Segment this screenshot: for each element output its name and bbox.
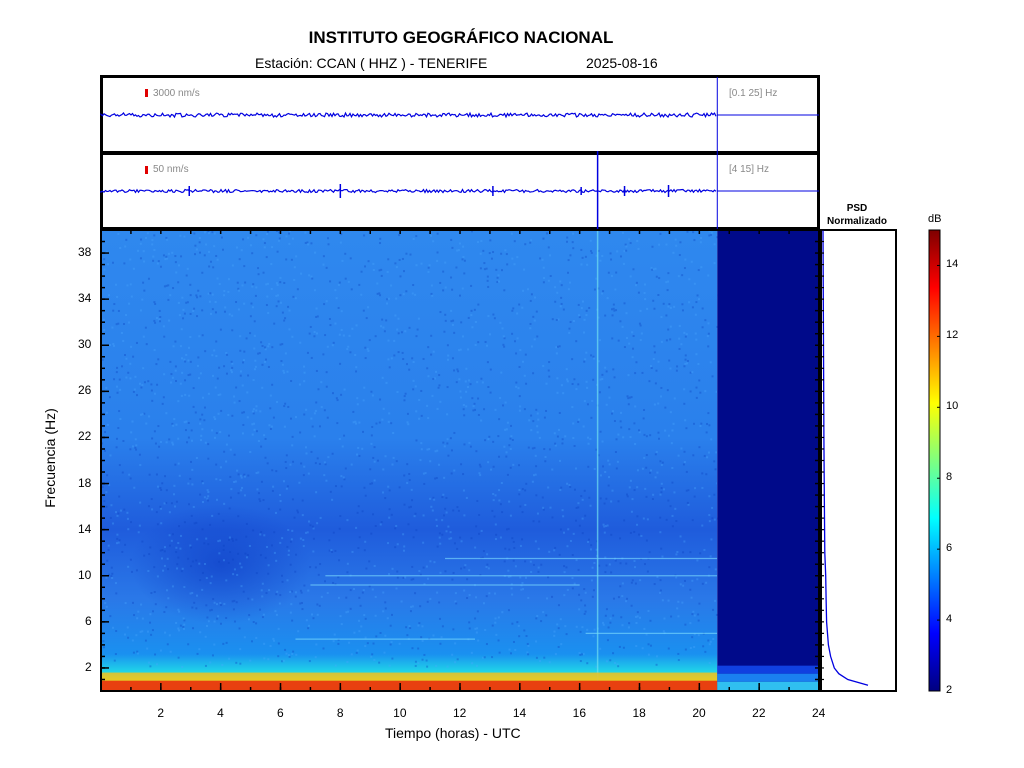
- x-tick-label: 6: [277, 706, 284, 720]
- x-tick-label: 10: [393, 706, 407, 720]
- chart-title: INSTITUTO GEOGRÁFICO NACIONAL: [308, 28, 614, 47]
- x-axis-title: Tiempo (horas) - UTC: [385, 725, 521, 741]
- low-noise-region: [130, 504, 311, 625]
- trace-scale-top: 3000 nm/s: [153, 88, 200, 99]
- no-data-region: [717, 230, 819, 691]
- seismogram-trace-filtered: [100, 188, 717, 194]
- no-data-band: [717, 673, 819, 682]
- psd-title-line1: PSD: [846, 203, 868, 214]
- low-frequency-band: [101, 680, 718, 691]
- y-tick-label: 10: [78, 567, 92, 582]
- y-tick-label: 26: [78, 383, 92, 398]
- x-tick-label: 18: [632, 706, 646, 720]
- x-tick-label: 14: [512, 706, 527, 720]
- y-tick-label: 6: [85, 613, 92, 628]
- y-tick-label: 30: [78, 337, 92, 352]
- x-tick-label: 2: [157, 706, 165, 720]
- colorbar: [928, 229, 941, 692]
- colorbar-tick-label: 14: [946, 258, 959, 271]
- x-tick-label: 4: [217, 706, 224, 720]
- x-tick-label: 8: [336, 706, 344, 720]
- station-label: Estación: CCAN ( HHZ ) - TENERIFE: [255, 55, 488, 71]
- y-tick-label: 18: [78, 475, 92, 490]
- colorbar-tick-label: 6: [946, 542, 953, 555]
- date-label: 2025-08-16: [586, 55, 658, 71]
- y-axis-title: Frecuencia (Hz): [42, 408, 58, 508]
- y-tick-label: 2: [85, 659, 92, 674]
- colorbar-tick-label: 4: [946, 613, 953, 626]
- x-tick-label: 20: [692, 706, 706, 720]
- colorbar-tick-label: 12: [946, 329, 959, 342]
- y-tick-label: 34: [78, 291, 92, 306]
- x-tick-label: 22: [752, 706, 766, 720]
- psd-title: PSD Normalizado: [812, 202, 902, 228]
- psd-panel: [820, 229, 897, 692]
- low-frequency-band-2: [101, 672, 718, 681]
- trace-band-bottom: [4 15] Hz: [729, 164, 770, 175]
- colorbar-tick-label: 2: [946, 684, 953, 696]
- psd-curve: [822, 229, 869, 686]
- colorbar-unit: dB: [928, 213, 942, 225]
- psd-title-line2: Normalizado: [826, 216, 887, 227]
- y-tick-label: 14: [78, 521, 92, 536]
- colorbar-tick-label: 8: [946, 471, 953, 484]
- seismogram-trace-broadband: [100, 111, 717, 119]
- spectrogram-image: [101, 230, 718, 691]
- colorbar-tick-label: 10: [946, 400, 959, 413]
- x-tick-label: 12: [453, 706, 467, 720]
- scale-bar-bottom: [145, 166, 148, 174]
- trace-band-top: [0.1 25] Hz: [729, 88, 778, 99]
- y-tick-label: 22: [78, 429, 92, 444]
- no-data-band: [717, 665, 819, 674]
- y-tick-label: 38: [78, 245, 92, 260]
- x-tick-label: 16: [572, 706, 587, 720]
- scale-bar-top: [145, 89, 148, 97]
- x-tick-label: 24: [812, 706, 826, 720]
- trace-scale-bottom: 50 nm/s: [153, 164, 189, 175]
- no-data-band: [717, 681, 819, 691]
- spectrogram-noise: [101, 230, 720, 668]
